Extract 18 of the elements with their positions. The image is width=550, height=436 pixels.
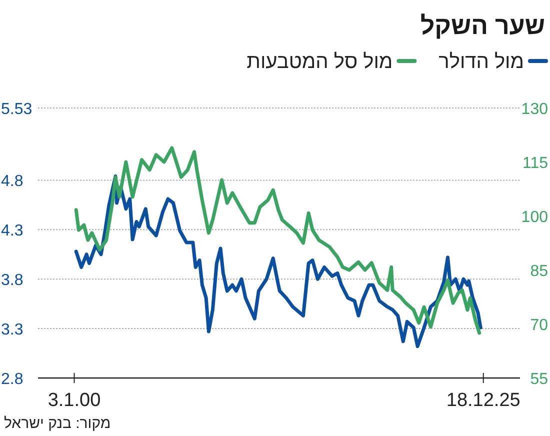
y2-tick-label: 70: [530, 317, 548, 334]
y-tick-label: 3.8: [1, 272, 24, 290]
text: מקור: בנק ישראל: [4, 415, 111, 432]
y2-tick-label: 85: [530, 263, 548, 280]
legend-label: מול הדולר: [438, 51, 524, 73]
x-tick-label: 3.1.00: [48, 390, 101, 411]
y2-tick-label: 55: [530, 371, 548, 388]
y-tick-label: 2.8: [1, 371, 24, 388]
y-tick-label: 4.8: [1, 173, 24, 190]
y-tick-label: 5.53: [1, 101, 32, 118]
x-tick-label: 18.12.25: [446, 390, 520, 411]
y2-tick-label: 130: [521, 101, 548, 118]
y2-tick-label: 115: [522, 155, 548, 172]
y2-tick-label: 100: [521, 209, 548, 226]
chart-title: שער השקל: [420, 12, 545, 40]
y-tick-label: 3.3: [1, 322, 24, 339]
y-tick-label: 4.3: [1, 222, 24, 240]
legend-label: מול סל המטבעות: [246, 51, 393, 73]
